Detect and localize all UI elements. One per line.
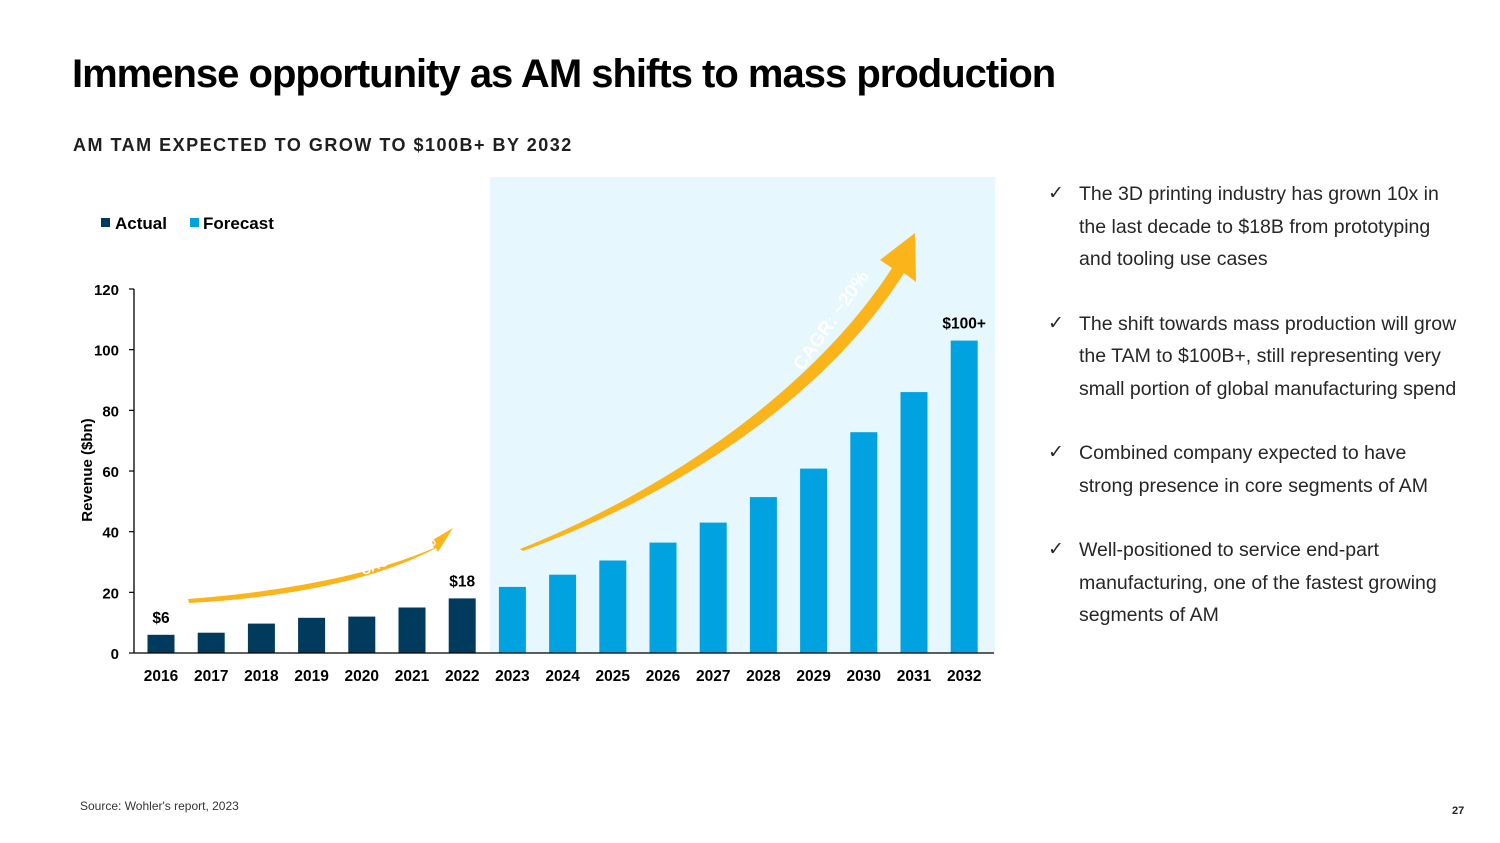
x-tick-label: 2025 (596, 668, 631, 685)
key-points-list: ✓ The 3D printing industry has grown 10x … (1045, 178, 1465, 664)
bar-2028 (749, 497, 777, 653)
bar-2017 (197, 632, 225, 653)
bar-2022 (448, 598, 476, 653)
x-tick-label: 2030 (847, 668, 881, 685)
x-tick-label: 2029 (796, 668, 831, 685)
bar-2032 (950, 340, 978, 653)
x-tick-label: 2024 (545, 668, 580, 685)
y-axis-title: Revenue ($bn) (79, 418, 96, 521)
data-label: $6 (152, 610, 170, 627)
chart-legend: Actual Forecast (101, 214, 274, 233)
bullet-text: The shift towards mass production will g… (1079, 312, 1457, 400)
checkmark-icon: ✓ (1048, 312, 1064, 334)
x-tick-label: 2031 (897, 668, 932, 685)
data-label: $18 (449, 573, 475, 590)
bar-2025 (599, 560, 627, 653)
bar-2024 (549, 574, 577, 653)
legend-swatch (190, 218, 199, 227)
bar-2026 (649, 542, 677, 653)
legend-label: Actual (115, 214, 167, 233)
chart-subtitle: AM TAM EXPECTED TO GROW TO $100B+ BY 203… (73, 135, 573, 155)
bar-2023 (498, 586, 526, 653)
checkmark-icon: ✓ (1048, 539, 1064, 560)
bullet-item: ✓ Combined company expected to have stron… (1045, 437, 1465, 502)
bar-2019 (298, 617, 326, 653)
x-tick-label: 2018 (244, 668, 279, 685)
legend-label: Forecast (203, 214, 274, 233)
bar-2030 (850, 432, 878, 653)
slide-title: Immense opportunity as AM shifts to mass… (72, 52, 1056, 96)
x-tick-label: 2016 (144, 668, 179, 685)
y-tick-label: 40 (102, 525, 119, 542)
data-label: $100+ (942, 316, 986, 333)
x-tick-label: 2028 (746, 668, 781, 685)
page-number: 27 (1452, 805, 1465, 817)
data-labels: $6 $18 $100+ (152, 316, 986, 627)
bullet-text: Combined company expected to have strong… (1079, 442, 1429, 497)
source-note: Source: Wohler's report, 2023 (80, 799, 239, 813)
checkmark-icon: ✓ (1048, 183, 1064, 204)
bar-2016 (147, 634, 175, 653)
x-tick-label: 2021 (395, 668, 430, 685)
bullet-text: The 3D printing industry has grown 10x i… (1079, 183, 1439, 270)
bar-series (147, 340, 978, 653)
y-tick-label: 100 (94, 343, 119, 360)
legend-swatch (101, 218, 110, 227)
cagr-arrow-small (188, 528, 453, 603)
x-tick-label: 2023 (495, 668, 530, 685)
x-tick-label: 2027 (696, 668, 730, 685)
bar-2031 (900, 392, 928, 653)
bar-2018 (247, 623, 275, 653)
y-tick-label: 80 (102, 403, 119, 420)
bar-2027 (699, 522, 727, 653)
x-tick-label: 2019 (294, 668, 329, 685)
x-tick-label: 2022 (445, 668, 479, 685)
bullet-item: ✓ The 3D printing industry has grown 10x … (1045, 178, 1465, 276)
cagr-small-label: CAGR: ~20% (359, 533, 439, 578)
bar-2021 (398, 607, 426, 653)
x-tick-label: 2017 (194, 668, 228, 685)
x-tick-label: 2020 (345, 668, 379, 685)
bar-2020 (348, 616, 376, 653)
y-tick-label: 0 (111, 646, 119, 663)
x-tick-label: 2026 (646, 668, 681, 685)
bullet-item: ✓ Well-positioned to service end-part man… (1045, 534, 1465, 632)
y-tick-label: 20 (102, 585, 119, 602)
bar-2029 (800, 468, 828, 653)
bullet-text: Well-positioned to service end-part manu… (1079, 539, 1437, 626)
y-tick-label: 120 (94, 282, 119, 299)
chart-axes: 0 20 40 60 80 100 120 2016 2017 2018 2019 2020 2021 2… (94, 282, 994, 685)
checkmark-icon: ✓ (1048, 442, 1064, 463)
y-tick-label: 60 (102, 464, 119, 481)
x-tick-label: 2032 (947, 668, 981, 685)
bullet-item: ✓ The shift towards mass production will … (1045, 308, 1465, 406)
